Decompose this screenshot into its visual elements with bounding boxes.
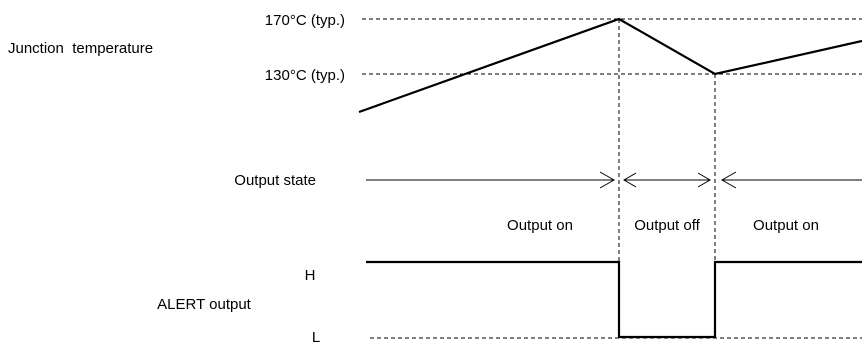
- alert-output-waveform: [366, 260, 862, 339]
- output-on-arrow-2-head: [720, 171, 737, 189]
- threshold-130-label: 130°C (typ.): [265, 67, 345, 84]
- output-state-label: Output state: [234, 172, 316, 189]
- output-off-phase-label: Output off: [634, 217, 700, 234]
- output-off-arrow-right-head: [697, 172, 711, 188]
- junction-temperature-waveform: [358, 17, 862, 114]
- output-on-phase-label-2: Output on: [753, 217, 819, 234]
- alert-low-level-label: L: [312, 329, 320, 342]
- output-off-arrow-left-head: [623, 172, 637, 188]
- output-on-arrow-1-head: [599, 171, 616, 189]
- alert-output-label: ALERT output: [157, 296, 252, 313]
- output-on-phase-label-1: Output on: [507, 217, 573, 234]
- junction-temperature-label: Junction temperature: [8, 40, 153, 57]
- threshold-170-label: 170°C (typ.): [265, 12, 345, 29]
- alert-high-level-label: H: [305, 267, 316, 284]
